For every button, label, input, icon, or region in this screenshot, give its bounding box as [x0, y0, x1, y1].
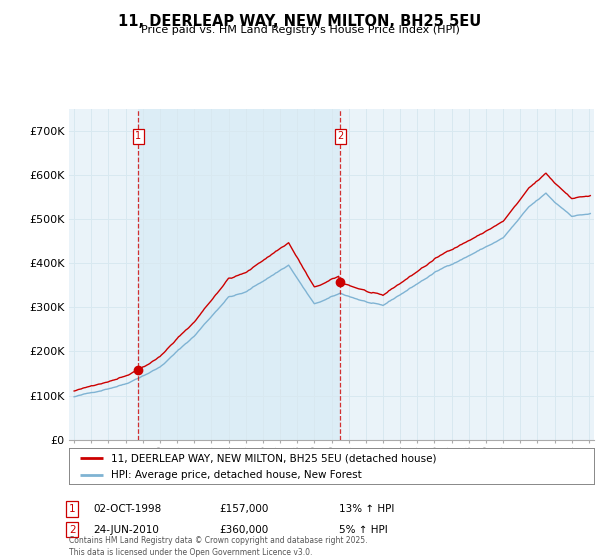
Text: 11, DEERLEAP WAY, NEW MILTON, BH25 5EU: 11, DEERLEAP WAY, NEW MILTON, BH25 5EU — [118, 14, 482, 29]
Text: £360,000: £360,000 — [219, 525, 268, 535]
Text: 13% ↑ HPI: 13% ↑ HPI — [339, 504, 394, 514]
Text: 1: 1 — [136, 131, 142, 141]
Text: 24-JUN-2010: 24-JUN-2010 — [93, 525, 159, 535]
Text: 5% ↑ HPI: 5% ↑ HPI — [339, 525, 388, 535]
Text: 11, DEERLEAP WAY, NEW MILTON, BH25 5EU (detached house): 11, DEERLEAP WAY, NEW MILTON, BH25 5EU (… — [111, 453, 437, 463]
Text: Price paid vs. HM Land Registry's House Price Index (HPI): Price paid vs. HM Land Registry's House … — [140, 25, 460, 35]
Text: 1: 1 — [69, 504, 76, 514]
Bar — [139, 109, 340, 440]
Text: HPI: Average price, detached house, New Forest: HPI: Average price, detached house, New … — [111, 470, 362, 480]
Text: 2: 2 — [69, 525, 76, 535]
Text: 02-OCT-1998: 02-OCT-1998 — [93, 504, 161, 514]
Text: 2: 2 — [337, 131, 343, 141]
Text: £157,000: £157,000 — [219, 504, 268, 514]
Text: Contains HM Land Registry data © Crown copyright and database right 2025.
This d: Contains HM Land Registry data © Crown c… — [69, 536, 367, 557]
